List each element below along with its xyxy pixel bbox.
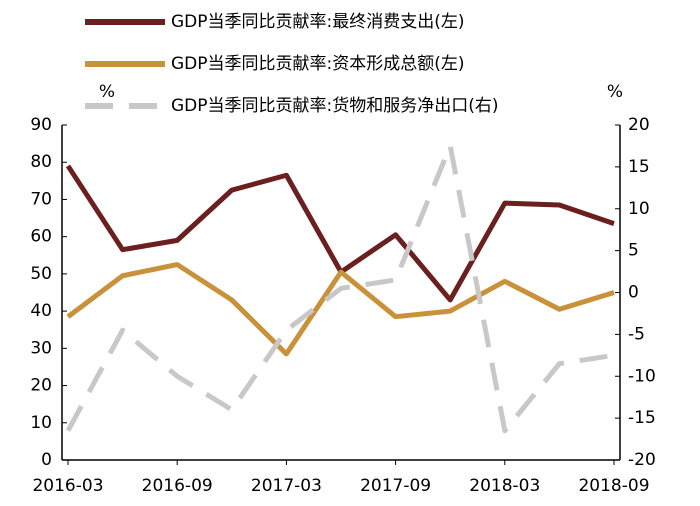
- y-axis-label: %: [99, 82, 115, 102]
- y2-tick-label: -5: [628, 324, 645, 344]
- x-tick-label: 2017-03: [251, 476, 322, 496]
- y2-tick-label: -15: [628, 408, 656, 428]
- y-tick-label: 0: [41, 450, 52, 470]
- y2-tick-label: -20: [628, 450, 656, 470]
- y-tick-label: 50: [30, 264, 52, 284]
- y2-tick-label: 10: [628, 199, 650, 219]
- x-tick-label: 2016-03: [32, 476, 103, 496]
- y2-tick-label: 15: [628, 157, 650, 177]
- y2-axis-label: %: [607, 82, 623, 102]
- y-tick-label: 90: [30, 115, 52, 135]
- y2-tick-label: -10: [628, 366, 656, 386]
- legend-label: GDP当季同比贡献率:货物和服务净出口(右): [171, 96, 499, 116]
- y-tick-label: 80: [30, 152, 52, 172]
- x-tick-label: 2016-09: [142, 476, 213, 496]
- y-tick-label: 20: [30, 376, 52, 396]
- legend-label: GDP当季同比贡献率:资本形成总额(左): [171, 54, 465, 74]
- x-tick-label: 2017-09: [360, 476, 431, 496]
- y-tick-label: 60: [30, 227, 52, 247]
- legend-label: GDP当季同比贡献率:最终消费支出(左): [171, 12, 465, 32]
- x-tick-label: 2018-09: [578, 476, 649, 496]
- y2-tick-label: 0: [628, 283, 639, 303]
- series-line: [66, 262, 615, 357]
- y2-tick-label: 5: [628, 241, 639, 261]
- y2-tick-label: 20: [628, 115, 650, 135]
- y-tick-label: 40: [30, 301, 52, 321]
- series-line: [65, 164, 615, 303]
- series-line: [65, 143, 615, 434]
- x-tick-label: 2018-03: [469, 476, 540, 496]
- y-tick-label: 10: [30, 413, 52, 433]
- y-tick-label: 30: [30, 338, 52, 358]
- y-tick-label: 70: [30, 189, 52, 209]
